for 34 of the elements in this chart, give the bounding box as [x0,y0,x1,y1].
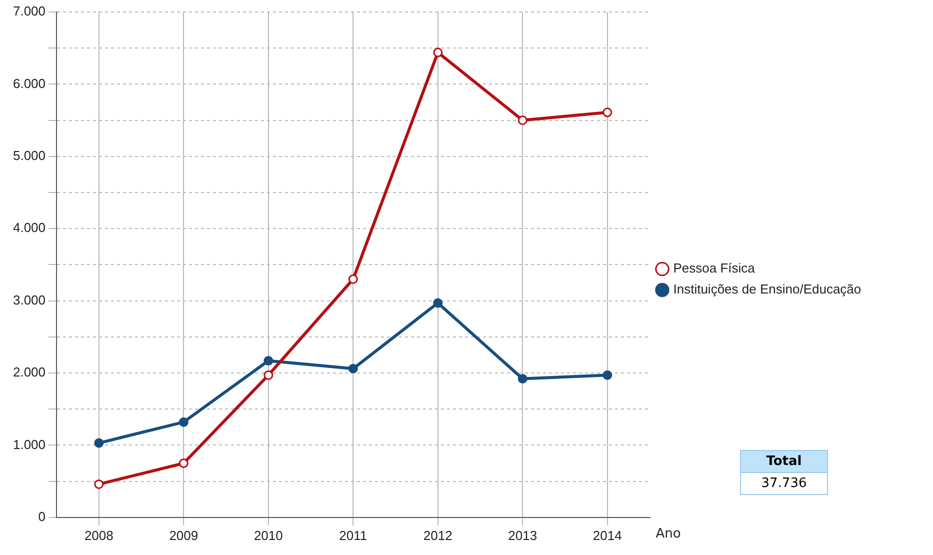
y-tick-label: 3.000 [12,292,46,308]
legend-label: Instituições de Ensino/Educação [673,282,862,297]
point [518,116,528,126]
x-tick-label: 2009 [169,528,198,543]
x-tick-label: 2010 [254,528,283,543]
x-tick-label: 2013 [508,528,538,543]
point [518,374,528,384]
point [602,108,612,118]
point [178,458,188,468]
point [264,356,274,366]
y-tick-label: 5.000 [12,148,46,163]
legend-label: Pessoa Física [673,260,756,276]
x-tick-label: 2011 [339,528,368,543]
text: 37.736 [760,475,808,493]
y-tick-label: 6.000 [12,76,46,91]
x-tick-label: 2012 [423,528,452,543]
point [94,438,104,448]
point [178,417,188,427]
text: Total [741,451,827,473]
point [348,364,358,374]
y-tick-label: 7.000 [12,4,46,19]
point [433,298,443,308]
y-tick-label: 1.000 [12,436,46,452]
y-tick-label: 0 [38,508,46,524]
point [94,479,104,489]
y-tick-label: 2.000 [12,364,46,380]
y-tick-label: 4.000 [12,220,46,236]
x-tick-label: 2014 [592,528,622,543]
point [433,48,443,58]
x-axis-title: Ano [656,526,681,542]
point [264,370,274,380]
point [602,370,612,380]
x-tick-label: 2008 [84,528,114,543]
point [348,274,358,284]
